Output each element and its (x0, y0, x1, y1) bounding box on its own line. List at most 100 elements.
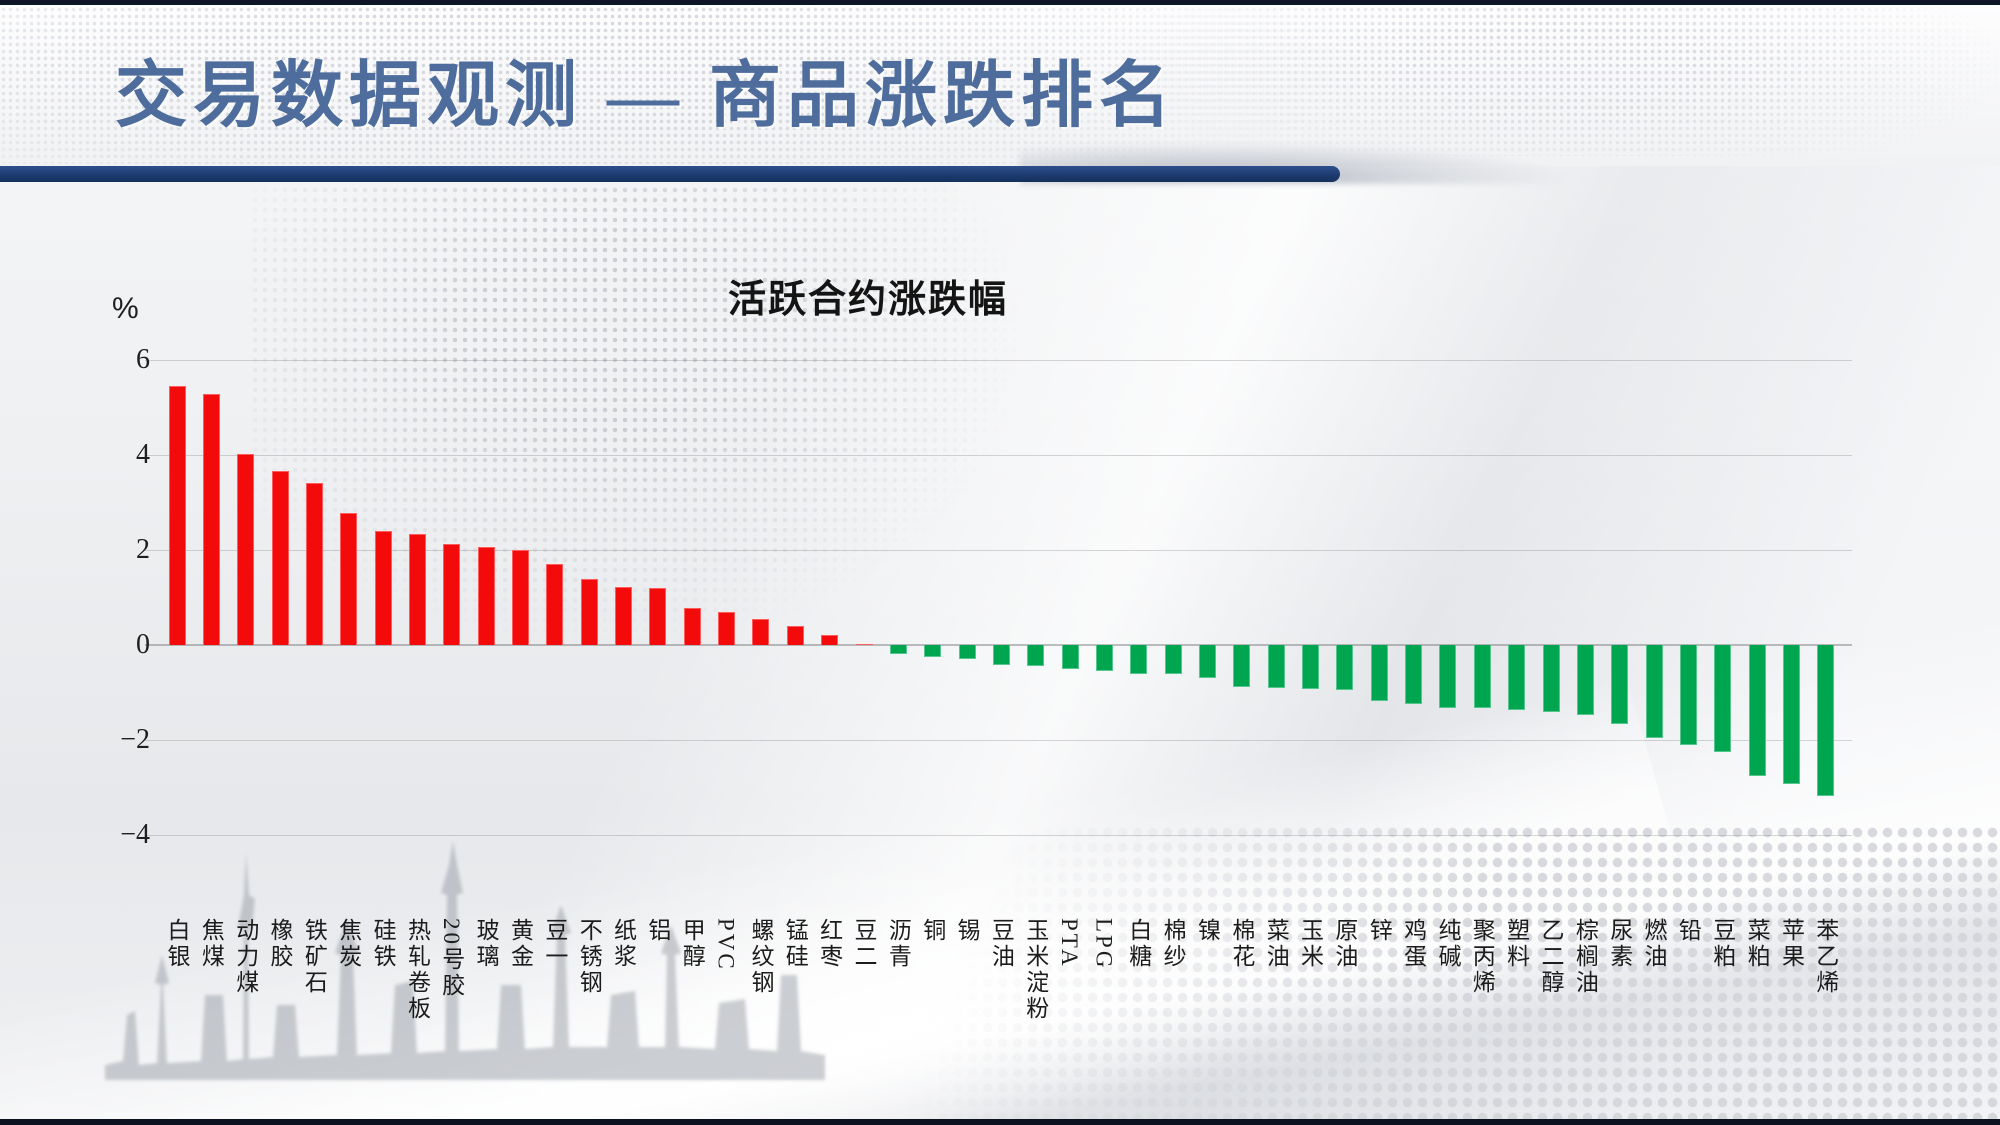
x-axis-label: 纸浆 (610, 918, 636, 970)
x-axis-label: 豆粕 (1709, 918, 1735, 970)
y-axis-tick-label: −2 (120, 724, 150, 755)
chart-bar (1748, 645, 1766, 777)
x-axis-label: 菜油 (1263, 918, 1289, 970)
chart-bar (546, 564, 564, 645)
x-axis-label: 橡胶 (267, 918, 293, 970)
x-axis-label: 玻璃 (473, 918, 499, 970)
x-axis-label: 焦煤 (198, 918, 224, 970)
chart-bar (1439, 645, 1457, 708)
chart-bar (752, 619, 770, 645)
chart-bar (1267, 645, 1285, 689)
x-axis-label: 镍 (1194, 918, 1220, 944)
x-axis-label: 豆一 (541, 918, 567, 970)
chart-bar (1611, 645, 1629, 724)
x-axis-label: 铝 (644, 918, 670, 944)
x-axis-label: 苯乙烯 (1812, 918, 1838, 996)
x-axis-label: 棕榈油 (1572, 918, 1598, 996)
gridline-4 (145, 454, 1852, 456)
x-axis-label: 不锈钢 (576, 918, 602, 996)
x-axis-label: 锰硅 (782, 918, 808, 970)
x-axis-label: PTA (1057, 918, 1083, 969)
chart-bar (1302, 645, 1320, 690)
chart-bar (1679, 645, 1697, 745)
chart-bar (718, 611, 736, 645)
x-axis-label: 沥青 (885, 918, 911, 970)
chart-bar (1508, 645, 1526, 711)
chart-bar (958, 645, 976, 659)
chart-bar (683, 607, 701, 645)
bottom-edge-bar (0, 1119, 2000, 1125)
chart-bar (1405, 645, 1423, 704)
x-axis-label: LPG (1091, 918, 1117, 971)
x-axis-label: 棉花 (1228, 918, 1254, 970)
x-axis-label: 黄金 (507, 918, 533, 970)
x-axis-label: 原油 (1331, 918, 1357, 970)
page-title: 交易数据观测 — 商品涨跌排名 (115, 56, 1178, 136)
x-axis-label: 焦炭 (335, 918, 361, 970)
chart-bar (1645, 645, 1663, 738)
x-axis-label: 锡 (954, 918, 980, 944)
chart-bar (1542, 645, 1560, 713)
chart-bar (1473, 645, 1491, 709)
chart-bar (992, 645, 1010, 666)
x-axis-label: 螺纹钢 (747, 918, 773, 996)
y-axis-tick-label: −4 (120, 819, 150, 850)
chart-bar (855, 644, 873, 646)
header-dots-pattern-right (900, 6, 2000, 156)
x-axis-label: 硅铁 (370, 918, 396, 970)
chart-bar (1061, 645, 1079, 669)
chart-bar (477, 547, 495, 645)
hexagon-dots-pattern (650, 825, 2000, 1125)
x-axis-label: 苹果 (1778, 918, 1804, 970)
x-axis-label: 聚丙烯 (1469, 918, 1495, 996)
chart-bar (889, 645, 907, 654)
chart-bar (305, 482, 323, 645)
chart-bar (512, 550, 529, 645)
chart-bar (1817, 645, 1835, 796)
chart-bar (1370, 645, 1388, 702)
x-axis-label: 豆二 (851, 918, 876, 970)
x-axis-label: 红枣 (816, 918, 842, 970)
chart-bar (580, 579, 598, 645)
chart-bar (340, 513, 358, 645)
chart-bar (168, 386, 186, 645)
y-axis-tick-label: 0 (136, 629, 150, 660)
gridline-2 (145, 549, 1852, 551)
x-axis-label: 棉纱 (1160, 918, 1186, 970)
top-edge-bar (0, 0, 2000, 5)
chart-bar (443, 544, 461, 645)
x-axis-label: 锌 (1366, 918, 1392, 944)
x-axis-label: 纯碱 (1434, 918, 1460, 970)
x-axis-label: 玉米 (1297, 918, 1323, 970)
chart-bar (237, 454, 255, 645)
x-axis-label: 白银 (164, 918, 189, 970)
chart-bar (615, 586, 633, 645)
x-axis-label: 燃油 (1641, 918, 1667, 970)
x-axis-label: 尿素 (1606, 918, 1632, 970)
chart-bar (786, 626, 804, 645)
chart-bar (1233, 645, 1251, 687)
x-axis-label: 白糖 (1125, 918, 1151, 970)
x-axis-label: PVC (713, 918, 739, 972)
x-axis-label: 菜粕 (1744, 918, 1770, 970)
x-axis-label: 豆油 (988, 918, 1014, 970)
x-axis-label: 鸡蛋 (1400, 918, 1426, 970)
y-axis-tick-label: 2 (136, 534, 150, 565)
y-axis-tick-label: 6 (136, 344, 150, 375)
chart-bar (1130, 645, 1148, 674)
y-axis-unit-label: % (112, 292, 139, 325)
chart-bar (649, 587, 667, 645)
x-axis-label: 玉米淀粉 (1022, 918, 1048, 1022)
x-axis-label: 20号胶 (438, 918, 464, 999)
x-axis-label: 热轧卷板 (404, 918, 430, 1022)
chart-bar (374, 530, 392, 645)
chart-bar (1199, 645, 1216, 679)
title-divider-bar (0, 166, 1340, 182)
chart-title: 活跃合约涨跌幅 (727, 279, 1008, 321)
gridline-−4 (145, 834, 1852, 836)
x-axis-label: 铁矿石 (301, 918, 327, 996)
y-axis-tick-label: 4 (136, 439, 150, 470)
x-axis-label: 乙二醇 (1538, 918, 1563, 996)
chart-bar (1164, 645, 1182, 675)
